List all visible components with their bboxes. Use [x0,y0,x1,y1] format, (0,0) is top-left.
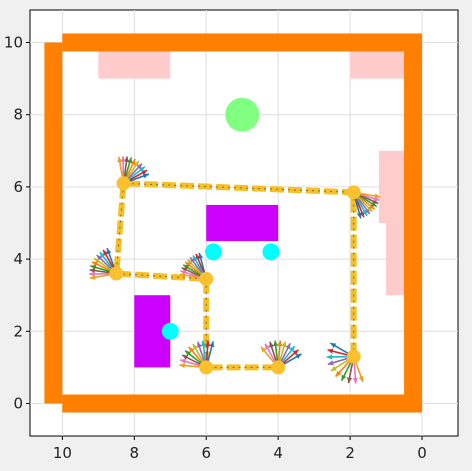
cyan-marker [161,322,179,340]
heading-arrowhead [209,341,215,348]
heading-arrowhead [352,377,358,384]
heading-arrowhead [273,340,279,347]
heading-arrowhead [185,350,191,357]
heading-arrowhead [180,358,187,364]
heading-arrowhead [117,156,123,163]
heading-arrowhead [179,272,186,278]
heading-arrowhead [260,346,267,353]
heading-arrowhead [89,271,95,277]
axis-ticks: 10 8 6 4 2 0 0 2 4 6 8 10 [4,33,427,462]
y-tick-label: 8 [13,106,23,124]
purple-block [206,204,279,242]
heading-arrowhead [142,173,149,179]
wall-segment [44,42,63,404]
x-tick-label: 0 [417,444,427,462]
heading-arrowhead [335,370,342,377]
heading-arrowhead [130,158,136,165]
wall-segment [404,42,423,404]
waypoint-marker [346,349,361,364]
heading-arrowhead [330,343,337,349]
y-tick-label: 2 [13,322,23,340]
heading-arrowhead [277,340,283,347]
waypoint-marker [109,266,124,281]
heading-arrowhead [292,349,299,356]
waypoint-marker [116,176,131,191]
waypoint-marker [199,271,214,286]
waypoints [109,176,361,375]
heading-arrowhead [205,340,211,347]
heading-arrowhead [96,255,103,261]
heading-arrowhead [94,258,101,264]
heading-arrowhead [265,343,271,350]
waypoint-marker [346,185,361,200]
heading-arrowhead [326,354,333,360]
purple-obstacles [134,204,279,368]
heading-arrowhead [327,348,334,354]
heading-arrowhead [181,267,188,273]
heading-arrowhead [89,274,96,280]
y-tick-label: 4 [13,250,23,268]
y-tick-label: 0 [13,395,23,413]
waypoint-marker [199,360,214,375]
x-tick-label: 2 [345,444,355,462]
heading-arrowhead [182,355,189,360]
goal-circle [225,97,260,132]
heading-arrowhead [185,262,192,268]
y-tick-label: 6 [13,178,23,196]
heading-arrowhead [196,341,202,348]
heading-arrowhead [346,377,353,384]
heading-arrowhead [106,248,112,255]
heading-arrowhead [120,156,126,162]
cyan-marker [262,243,280,261]
heading-arrowhead [133,161,139,167]
wall-segment [62,394,423,413]
heading-arrowhead [289,346,295,352]
green-goal [225,97,260,132]
heading-arrowhead [374,193,381,199]
x-tick-label: 8 [130,444,140,462]
heading-arrowhead [91,261,98,267]
cyan-markers [161,243,280,340]
cyan-marker [204,243,222,261]
heading-arrowhead [327,360,334,366]
heading-arrowhead [285,343,291,350]
heading-arrowhead [179,362,185,369]
heading-arrowhead [183,264,190,270]
x-tick-label: 6 [201,444,211,462]
x-tick-label: 10 [53,444,72,462]
heading-arrowhead [295,353,302,359]
heading-arrowhead [368,203,375,210]
heading-arrowhead [330,365,337,371]
waypoint-marker [271,360,286,375]
heading-arrowhead [358,375,364,382]
y-tick-label: 10 [4,33,23,51]
wall-segment [62,33,423,52]
heading-arrowhead [192,343,198,350]
heading-arrowhead [341,374,347,381]
heading-arrowhead [141,170,148,176]
orange-walls [44,33,423,413]
heading-arrowhead [281,341,287,348]
heading-arrowhead [370,201,377,207]
x-tick-label: 4 [273,444,283,462]
heading-arrowhead [136,163,143,170]
heading-arrowhead [372,198,379,204]
heading-arrowhead [103,249,109,256]
heading-arrowhead [269,341,275,348]
heading-arrowhead [188,346,195,353]
heading-arrowhead [200,340,207,347]
